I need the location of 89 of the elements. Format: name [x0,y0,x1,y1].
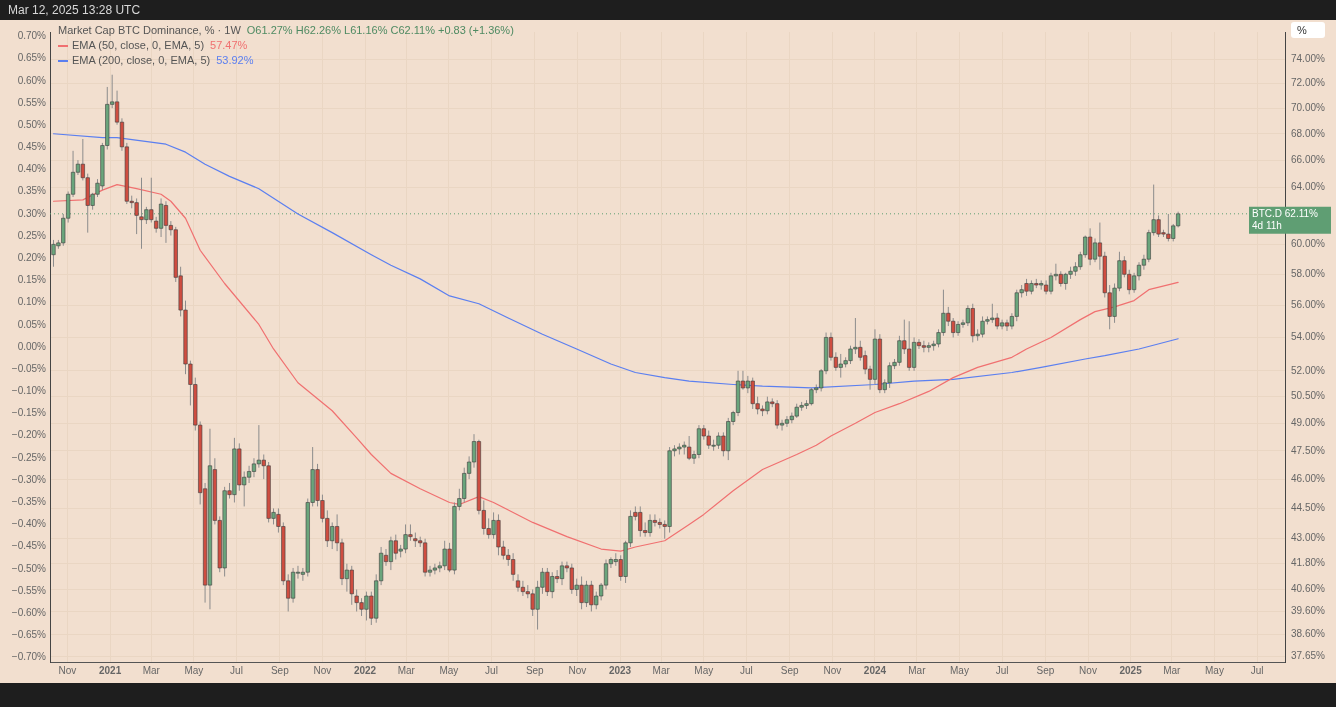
y-tick-label: 40.60% [1291,583,1326,595]
y2-tick-label: −0.55% [11,584,47,596]
x-tick-label: Jul [485,664,498,676]
y2-tick-label: 0.10% [17,296,47,308]
y2-tick-label: −0.25% [11,451,47,463]
x-tick-label: 2022 [353,664,377,676]
y-tick-label: 64.00% [1291,181,1326,193]
y2-tick-label: 0.65% [17,52,47,64]
x-tick-label: Jul [995,664,1009,676]
y-tick-label: 56.00% [1291,299,1326,311]
x-tick-label: Mar [397,664,416,676]
y2-tick-label: −0.30% [11,473,47,485]
x-tick-label: Mar [908,664,927,676]
x-tick-label: Nov [1079,664,1097,676]
x-tick-label: 2021 [98,664,122,676]
y2-tick-label: −0.35% [11,496,47,508]
y-tick-label: 60.00% [1291,238,1326,250]
y2-tick-label: −0.10% [11,385,47,397]
x-tick-label: 2025 [1119,664,1143,676]
y-tick-label: 52.00% [1291,364,1326,376]
x-tick-label: May [694,664,714,676]
y2-tick-label: −0.65% [11,629,47,641]
y-tick-label: 58.00% [1291,268,1326,280]
x-tick-label: Nov [568,664,587,676]
x-tick-label: Jul [230,664,243,676]
y-tick-label: 44.50% [1291,502,1326,514]
y2-tick-label: 0.15% [17,274,47,286]
y-tick-label: 66.00% [1291,153,1326,165]
y-tick-label: 72.00% [1291,77,1326,88]
y-tick-label: 49.00% [1291,417,1326,429]
y-tick-label: 54.00% [1291,331,1326,343]
y2-tick-label: 0.55% [17,96,47,108]
y-tick-label: 74.00% [1291,52,1326,64]
x-tick-label: Mar [652,664,671,676]
chart-title: Market Cap BTC Dominance, % · 1W [58,24,241,36]
y-tick-label: 68.00% [1291,127,1326,139]
y-tick-label: 41.80% [1291,557,1326,569]
y2-tick-label: −0.05% [11,362,47,374]
x-tick-label: Sep [525,664,545,676]
x-tick-label: 2024 [863,664,887,676]
legend-label: EMA (50, close, 0, EMA, 5) [72,39,205,51]
x-tick-label: Sep [270,664,290,676]
annotation: 57.47% [210,39,248,51]
x-tick-label: May [1205,664,1224,676]
x-tick-label: Nov [58,664,77,676]
y2-tick-label: 0.30% [17,207,47,219]
legend-label: EMA (200, close, 0, EMA, 5) [72,54,211,66]
y-tick-label: 46.00% [1291,472,1326,484]
y2-tick-label: 0.45% [17,141,47,153]
y2-tick-label: −0.70% [11,651,47,663]
y2-tick-label: 0.50% [17,118,47,130]
y2-tick-label: −0.40% [11,518,47,530]
y2-tick-label: 0.25% [17,229,47,241]
x-tick-label: 2023 [608,664,632,676]
y-tick-label: 50.50% [1291,390,1326,402]
y2-tick-label: −0.60% [11,606,47,618]
y-tick-label: 47.50% [1291,444,1326,456]
x-tick-label: Nov [823,664,842,676]
x-tick-label: Jul [1250,664,1264,676]
x-tick-label: Sep [1036,664,1055,676]
x-tick-label: Sep [780,664,800,676]
y2-tick-label: 0.20% [17,252,47,264]
y2-tick-label: 0.05% [17,318,47,330]
y2-tick-label: 0.40% [17,163,47,175]
y2-tick-label: 0.60% [17,74,47,86]
y2-tick-label: 0.70% [17,30,47,42]
y-tick-label: 37.65% [1291,649,1326,661]
x-tick-label: May [184,664,204,676]
annotation: 53.92% [216,54,254,66]
y2-tick-label: 0.00% [17,340,47,352]
y2-tick-label: −0.15% [11,407,47,419]
x-tick-label: Nov [313,664,332,676]
y2-tick-label: 0.35% [17,185,47,197]
x-tick-label: Jul [740,664,753,676]
y2-tick-label: −0.20% [11,429,47,441]
text: Mar 12, 2025 13:28 UTC [7,2,142,19]
x-tick-label: May [439,664,459,676]
x-tick-label: Mar [1163,664,1182,676]
y2-tick-label: −0.45% [11,540,47,552]
annotation: O61.27% H62.26% L61.16% C62.11% +0.83 (+1.36%) [246,24,514,36]
y-tick-label: 70.00% [1291,101,1326,113]
y-tick-label: 43.00% [1291,532,1326,544]
ref-line-label: BTC.D 62.11% 4d 11h [1252,207,1319,231]
y2-tick-label: −0.50% [11,562,47,574]
y-tick-label: 38.60% [1291,627,1326,639]
y-tick-label: 39.60% [1291,605,1326,617]
y-axis-title: % [1291,22,1325,38]
x-tick-label: Mar [142,664,161,676]
x-tick-label: May [950,664,969,676]
